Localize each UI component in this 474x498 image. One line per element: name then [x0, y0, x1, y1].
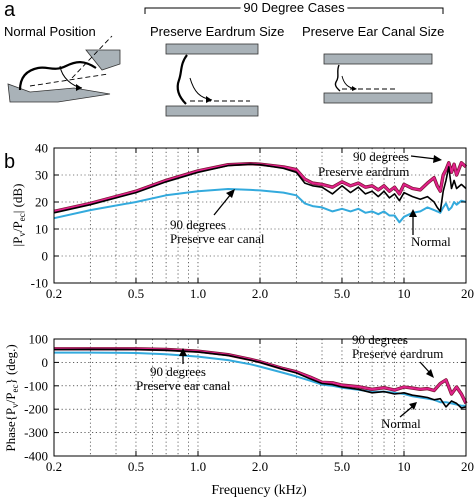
magnitude-annotation-canal-line2: Preserve ear canal — [170, 231, 265, 246]
preserve-eardrum-label: Preserve Eardrum Size — [150, 24, 284, 39]
normal-dashed-line-1 — [29, 73, 109, 87]
phase-annotation-normal-text: Normal — [381, 416, 421, 431]
magnitude-chart: 0.2 0.5 1.0 2.0 5.0 10 20 -10 0 10 20 30 40 |Pv/Pec|… — [10, 141, 474, 302]
magnitude-y-tick-label: 30 — [35, 168, 48, 183]
magnitude-arrow-canal — [213, 193, 232, 216]
normal-eardrum-curve — [18, 61, 97, 91]
phase-ticks: 0.2 0.5 1.0 2.0 5.0 10 20 -400 -300 -200 -100 0 100 — [24, 332, 474, 475]
magnitude-arrowhead-normal — [409, 209, 417, 217]
phase-x-tick-label: 1.0 — [190, 459, 206, 474]
eardrum-arrow — [189, 77, 213, 101]
phase-annotation-canal: 90 degrees Preserve ear canal — [136, 348, 231, 393]
panel-b-label: b — [4, 151, 15, 173]
phase-annotation-eardrum-line2: Preserve eardrum — [352, 346, 443, 361]
magnitude-series — [53, 161, 468, 224]
phase-x-tick-label: 5.0 — [334, 459, 350, 474]
eardrum-arrowhead — [206, 96, 212, 103]
magnitude-x-tick-label: 2.0 — [252, 286, 268, 301]
canal-upper-plate — [323, 53, 433, 65]
magnitude-arrowhead-canal — [226, 189, 235, 198]
canal-arrow — [341, 75, 357, 90]
magnitude-arrow-eardrum — [410, 155, 437, 160]
phase-y-tick-label: 0 — [42, 355, 49, 370]
magnitude-y-tick-label: 40 — [35, 141, 48, 156]
x-axis-label: Frequency (kHz) — [211, 483, 307, 498]
magnitude-y-tick-label: 10 — [35, 222, 48, 237]
phase-arrowhead-canal — [179, 348, 187, 356]
normal-position-diagram — [7, 35, 121, 103]
magnitude-series-canal — [53, 188, 467, 224]
phase-x-tick-label: 0.5 — [128, 459, 144, 474]
phase-y-tick-label: -100 — [24, 378, 48, 393]
phase-y-tick-label: 100 — [29, 332, 49, 347]
magnitude-annotation-normal-text: Normal — [411, 234, 451, 249]
magnitude-arrowhead-eardrum — [433, 155, 442, 163]
normal-arrowhead — [76, 84, 82, 91]
normal-dashed-line-2 — [71, 35, 113, 79]
magnitude-series-normal — [53, 163, 467, 214]
magnitude-x-tick-label: 0.2 — [46, 286, 62, 301]
eardrum-upper-plate — [165, 43, 259, 55]
phase-x-tick-label: 0.2 — [46, 459, 62, 474]
magnitude-x-tick-label: 20 — [461, 286, 474, 301]
phase-arrowhead-normal — [409, 402, 417, 410]
magnitude-annotation-canal: 90 degrees Preserve ear canal — [170, 189, 265, 246]
cases-bracket — [144, 7, 444, 14]
canal-lower-plate — [323, 92, 433, 104]
phase-annotation-eardrum: 90 degrees Preserve eardrum — [352, 332, 443, 378]
phase-x-tick-label: 10 — [397, 459, 410, 474]
preserve-canal-label: Preserve Ear Canal Size — [302, 24, 444, 39]
magnitude-y-tick-label: 20 — [35, 195, 48, 210]
phase-annotation-canal-line1: 90 degrees — [150, 364, 206, 379]
magnitude-annotation-canal-line1: 90 degrees — [170, 217, 226, 232]
magnitude-x-tick-label: 0.5 — [128, 286, 144, 301]
normal-lower-plate — [7, 83, 111, 103]
normal-arrow — [59, 65, 83, 89]
magnitude-x-tick-label: 1.0 — [190, 286, 206, 301]
phase-annotation-canal-line2: Preserve ear canal — [136, 378, 231, 393]
magnitude-x-tick-label: 10 — [397, 286, 410, 301]
normal-position-label: Normal Position — [4, 24, 96, 39]
magnitude-y-tick-label: -10 — [31, 276, 48, 291]
phase-x-tick-label: 20 — [461, 459, 474, 474]
phase-y-tick-label: -200 — [24, 402, 48, 417]
panel-a-label: a — [4, 0, 16, 21]
phase-arrow-normal — [399, 406, 413, 418]
magnitude-x-tick-label: 5.0 — [334, 286, 350, 301]
magnitude-y-tick-label: 0 — [42, 249, 49, 264]
normal-upper-plate — [85, 49, 121, 71]
eardrum-curve — [176, 54, 188, 105]
magnitude-annotation-eardrum-line2: Preserve eardrum — [318, 164, 409, 179]
phase-annotation-eardrum-line1: 90 degrees — [352, 332, 408, 347]
phase-arrow-eardrum — [419, 361, 431, 374]
phase-y-tick-label: -300 — [24, 425, 48, 440]
magnitude-annotation-normal: Normal — [409, 209, 451, 249]
preserve-canal-diagram — [323, 53, 433, 104]
phase-x-tick-label: 2.0 — [252, 459, 268, 474]
eardrum-lower-plate — [165, 105, 259, 117]
magnitude-y-axis-label: |Pv/Pec| (dB) — [10, 184, 27, 247]
canal-arrowhead — [352, 86, 357, 91]
preserve-eardrum-diagram — [165, 43, 259, 117]
magnitude-ticks: 0.2 0.5 1.0 2.0 5.0 10 20 -10 0 10 20 30 40 — [31, 141, 474, 302]
phase-arrowhead-eardrum — [426, 369, 434, 378]
phase-y-axis-label: Phase{Pv/Pec} (deg.) — [3, 344, 20, 451]
canal-curve — [334, 64, 341, 92]
cases-bracket-title: 90 Degree Cases — [243, 0, 345, 15]
magnitude-annotation-eardrum-line1: 90 degrees — [353, 149, 409, 164]
magnitude-annotation-eardrum: 90 degrees Preserve eardrum — [318, 149, 442, 179]
phase-y-tick-label: -400 — [24, 449, 48, 464]
phase-chart: 0.2 0.5 1.0 2.0 5.0 10 20-400-300-200-1000100 … — [3, 332, 474, 475]
phase-series — [53, 347, 468, 409]
phase-series-normal — [53, 348, 467, 409]
magnitude-grid — [54, 148, 466, 283]
panel-a: a 90 Degree Cases Normal Position Preser… — [4, 0, 444, 117]
phase-annotation-normal: Normal — [381, 402, 421, 431]
